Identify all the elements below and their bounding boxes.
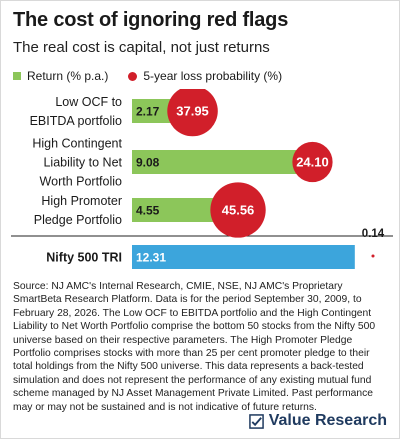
loss-value-label: 45.56 [222,203,255,218]
legend-swatch-loss [128,71,138,81]
category-label: Liability to Net [43,156,122,170]
return-value-label: 12.31 [136,251,166,265]
legend-label-return: Return (% p.a.) [27,69,109,83]
chart-legend: Return (% p.a.) 5-year loss probability … [13,69,302,83]
category-label: Pledge Portfolio [34,213,122,227]
chart-subtitle: The real cost is capital, not just retur… [13,39,270,56]
loss-value-label: 24.10 [296,155,329,170]
category-label: High Promoter [41,194,122,208]
source-note: Source: NJ AMC's Internal Research, CMIE… [13,281,376,413]
return-bar [132,99,172,123]
return-value-label: 2.17 [136,105,160,119]
category-label: EBITDA portfolio [30,114,122,128]
return-bar [132,245,355,269]
legend-item-return: Return (% p.a.) [13,69,108,83]
loss-probability-circle [167,89,218,137]
legend-swatch-return [13,72,21,80]
loss-probability-circle [371,254,375,258]
return-value-label: 9.08 [136,156,160,170]
legend-label-loss: 5-year loss probability (%) [143,69,283,83]
loss-probability-circle [292,141,333,183]
brand-check-icon [248,413,264,429]
brand-logo: Value Research [248,412,387,430]
category-label: Nifty 500 TRI [46,251,122,265]
category-label: Worth Portfolio [40,175,122,189]
legend-item-loss: 5-year loss probability (%) [128,69,282,83]
bar-chart: Low OCF to EBITDA portfolio 2.17 37.95 High … [11,89,393,269]
category-label: High Contingent [32,137,122,151]
loss-value-label: 0.14 [362,228,385,240]
category-label: Low OCF to [55,95,122,109]
brand-name: Value Research [268,412,387,429]
return-value-label: 4.55 [136,204,160,218]
loss-probability-circle [210,182,266,238]
return-bar [132,198,215,222]
return-bar [132,150,297,174]
chart-title: The cost of ignoring red flags [13,9,289,31]
loss-value-label: 37.95 [176,104,209,119]
